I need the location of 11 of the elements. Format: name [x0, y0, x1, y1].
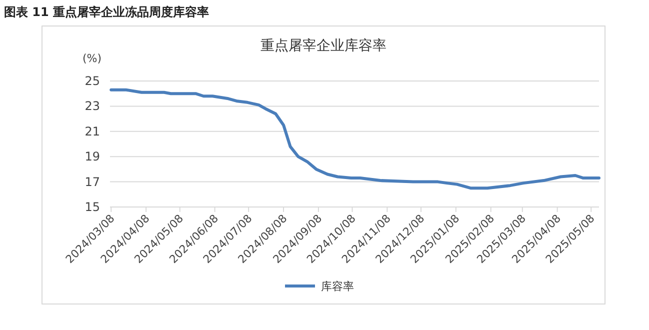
y-tick-label: 19: [84, 150, 100, 164]
y-tick-label: 17: [84, 174, 100, 189]
y-tick-label: 21: [84, 124, 100, 138]
legend-label: 库容率: [321, 280, 354, 293]
y-tick-label: 25: [84, 74, 100, 88]
y-tick-label: 23: [84, 99, 100, 114]
text: 图表 11 重点屠宰企业冻品周度库容率: [4, 5, 210, 19]
y-axis-title: (%): [82, 52, 102, 65]
line-series: [110, 88, 600, 190]
chart-title: 重点屠宰企业库容率: [260, 38, 386, 54]
y-tick-label: 15: [84, 200, 100, 214]
